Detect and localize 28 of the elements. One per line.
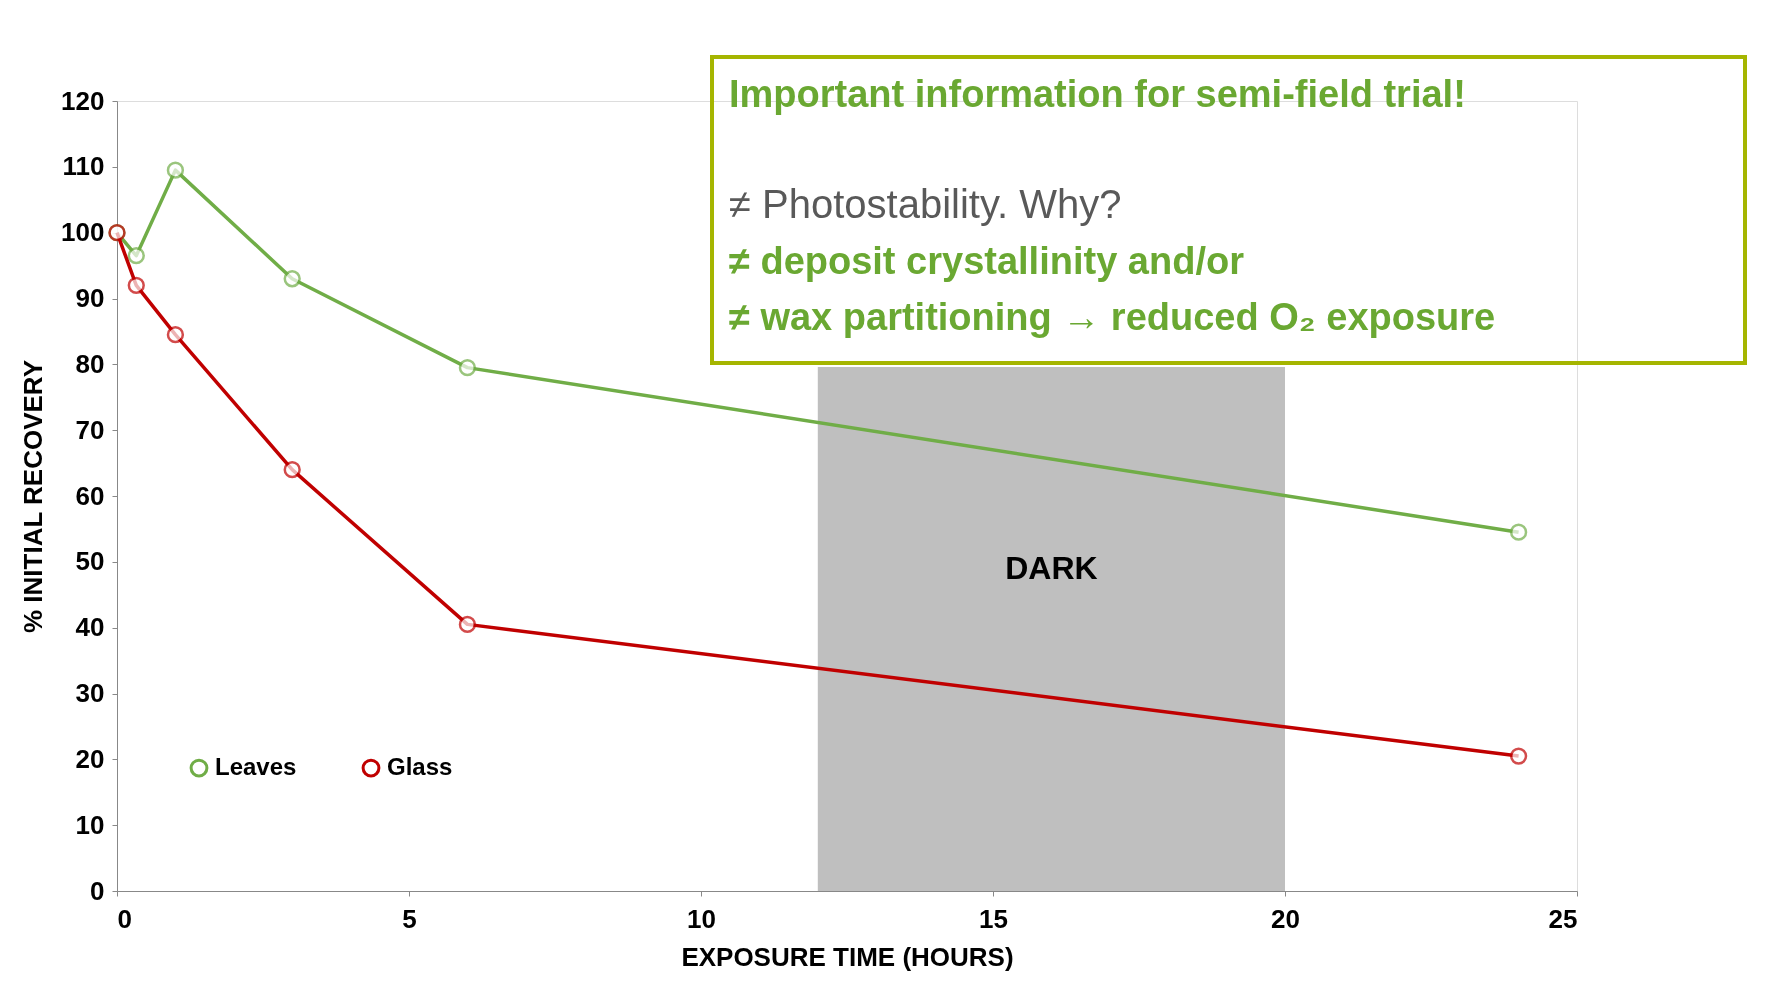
- y-tick-label: 0: [90, 875, 105, 906]
- y-tick-label: 20: [75, 743, 105, 774]
- y-tick-label: 60: [75, 480, 105, 511]
- x-tick-label: 15: [979, 903, 1008, 934]
- x-tick-label: 25: [1548, 903, 1578, 934]
- x-tick-label: 10: [687, 903, 716, 934]
- annotation: ≠ wax partitioning → reduced O₂ exposure: [729, 296, 1496, 338]
- x-tick-label: 5: [402, 903, 417, 934]
- y-tick-label: 120: [61, 85, 105, 116]
- y-tick-label: 90: [75, 283, 105, 313]
- legend-label: Leaves: [215, 753, 297, 781]
- y-axis-title: % INITIAL RECOVERY: [18, 359, 49, 634]
- y-tick-label: 100: [61, 217, 105, 248]
- y-tick-label: 40: [75, 612, 105, 643]
- legend-label: Glass: [387, 753, 453, 781]
- y-tick-label: 70: [75, 414, 105, 445]
- annotation: Important information for semi-field trial!: [729, 73, 1466, 115]
- y-tick-label: 80: [75, 348, 105, 379]
- y-tick-label: 10: [75, 809, 105, 840]
- annotation: ≠ deposit crystallinity and/or: [729, 240, 1245, 282]
- x-axis-title: EXPOSURE TIME (HOURS): [681, 941, 1014, 972]
- y-tick-label: 30: [75, 678, 105, 708]
- x-tick-label: 20: [1271, 903, 1300, 934]
- annotation: ≠ Photostability. Why?: [729, 182, 1122, 226]
- x-tick-label: 0: [117, 903, 132, 934]
- band-label: DARK: [1005, 550, 1098, 587]
- y-tick-label: 110: [62, 151, 105, 182]
- y-tick-label: 50: [75, 546, 105, 577]
